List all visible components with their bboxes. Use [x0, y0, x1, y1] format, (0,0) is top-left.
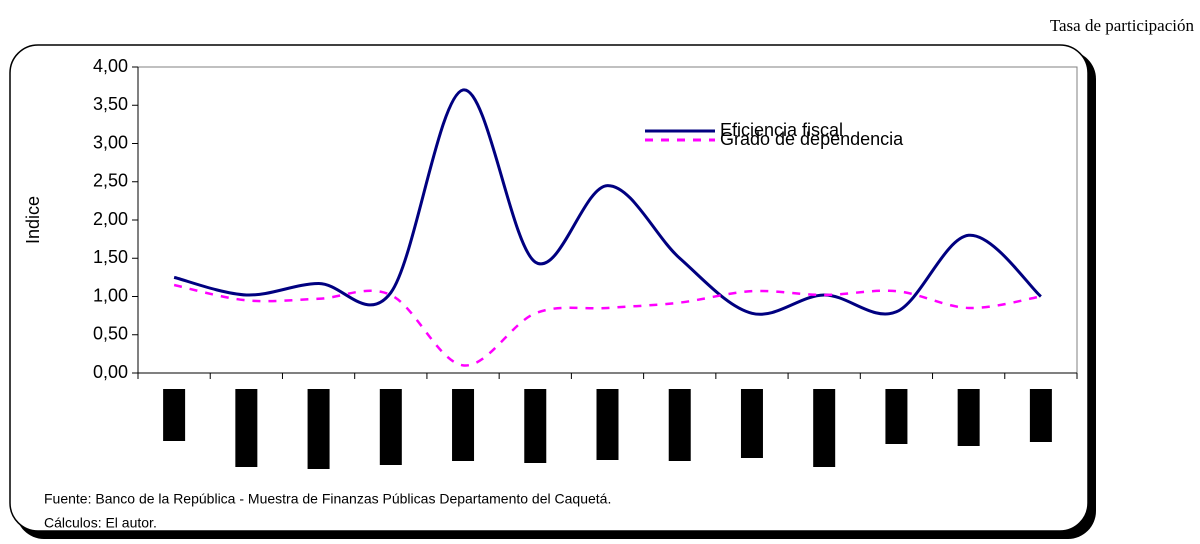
redacted-label: [235, 389, 258, 467]
series-line: [173, 88, 1042, 316]
redacted-label: [740, 389, 763, 458]
redacted-label: [1029, 389, 1052, 442]
source-note: Fuente: Banco de la República - Muestra …: [44, 491, 611, 507]
redacted-label: [163, 389, 186, 441]
frame: [9, 44, 1089, 532]
redacted-label: [813, 389, 836, 467]
subtitle: Tasa de participación: [1050, 16, 1195, 35]
y-tick-label: 2,00: [93, 209, 128, 229]
series-line: [173, 283, 1042, 367]
redacted-label: [596, 389, 619, 460]
y-tick-label: 2,50: [93, 171, 128, 191]
redacted-label: [885, 389, 908, 444]
y-axis-label: Indice: [23, 196, 43, 244]
y-tick-label: 1,50: [93, 247, 128, 267]
y-tick-label: 0,00: [93, 362, 128, 382]
redacted-label: [307, 389, 330, 469]
y-tick-label: 3,50: [93, 94, 128, 114]
legend-label: Grado de dependencia: [720, 129, 904, 149]
y-tick-label: 1,00: [93, 285, 128, 305]
redacted-label: [668, 389, 691, 461]
redacted-label: [452, 389, 475, 461]
y-tick-label: 0,50: [93, 324, 128, 344]
redacted-label: [524, 389, 547, 463]
y-tick-label: 3,00: [93, 132, 128, 152]
legend-label: Eficiencia fiscal: [720, 120, 843, 140]
redacted-label: [379, 389, 402, 465]
y-tick-label: 4,00: [93, 56, 128, 76]
redacted-label: [957, 389, 980, 446]
calc-note: Cálculos: El autor.: [44, 515, 157, 531]
